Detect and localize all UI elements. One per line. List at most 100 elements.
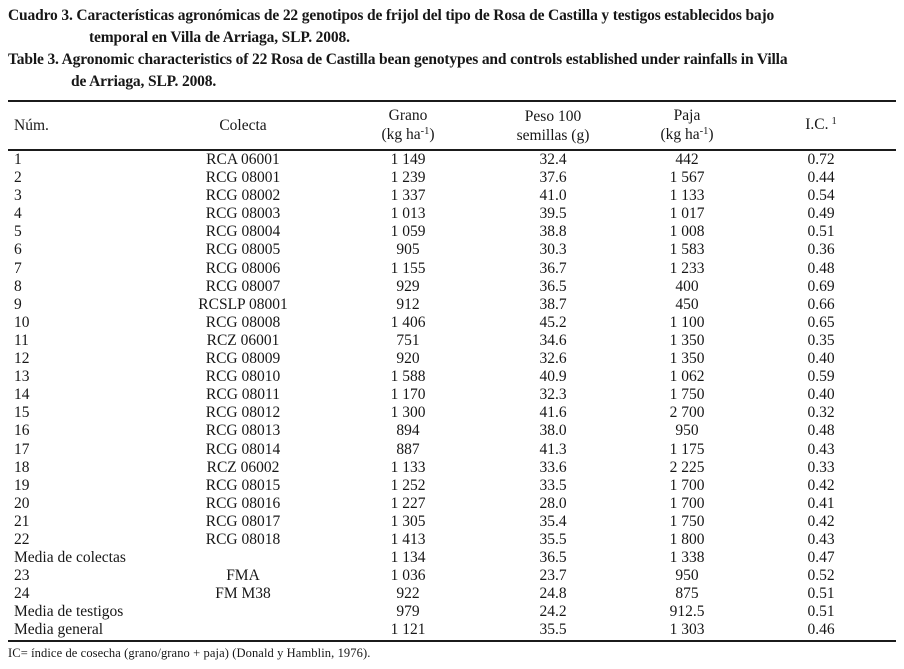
header-ic: I.C. 1 (746, 101, 896, 150)
cell-paja: 2 700 (669, 404, 705, 422)
cell-num: 21 (14, 512, 30, 530)
cell-colecta: RCG 08016 (205, 494, 281, 512)
cell-grano: 894 (396, 422, 420, 440)
cell-num: 18 (14, 458, 30, 476)
cell-grano: 1 036 (390, 567, 426, 585)
cell-ic: 0.43 (807, 530, 835, 548)
table-row: 15 RCG 08012 1 300 41.6 2 700 0.32 (8, 404, 896, 422)
table-row: 13 RCG 08010 1 588 40.9 1 062 0.59 (8, 368, 896, 386)
cell-ic: 0.54 (807, 187, 835, 205)
cell-paja: 1 233 (669, 259, 705, 277)
cell-ic: 0.40 (807, 386, 835, 404)
cell-paja: 1 750 (669, 512, 705, 530)
header-grano-unit-sup: -1 (420, 125, 430, 137)
header-colecta: Colecta (148, 101, 338, 150)
cell-ic: 0.51 (807, 223, 835, 241)
cell-colecta: RCG 08013 (205, 422, 281, 440)
table-row: 21 RCG 08017 1 305 35.4 1 750 0.42 (8, 513, 896, 531)
cell-num: 19 (14, 476, 30, 494)
cell-paja: 400 (675, 277, 699, 295)
cell-paja: 1 303 (669, 621, 705, 639)
header-grano-label: Grano (388, 106, 428, 124)
cell-colecta: RCA 06001 (206, 151, 280, 168)
cell-peso: 35.5 (539, 530, 567, 548)
cell-colecta: FM M38 (215, 585, 271, 603)
cell-ic: 0.44 (807, 169, 835, 187)
table-row: 19 RCG 08015 1 252 33.5 1 700 0.42 (8, 477, 896, 495)
cell-ic: 0.33 (807, 458, 835, 476)
cell-colecta: RCG 08006 (205, 259, 281, 277)
cell-grano: 1 300 (390, 404, 426, 422)
cell-ic: 0.32 (807, 404, 835, 422)
cell-peso: 37.6 (539, 169, 567, 187)
cell-ic: 0.42 (807, 476, 835, 494)
cell-paja: 1 017 (669, 205, 705, 223)
table-row: 24 FM M38 922 24.8 875 0.51 (8, 585, 896, 603)
cell-colecta: RCG 08018 (205, 530, 281, 548)
table-row: 12 RCG 08009 920 32.6 1 350 0.40 (8, 350, 896, 368)
cell-num: 13 (14, 368, 30, 386)
cell-colecta (148, 603, 338, 621)
cell-peso: 30.3 (539, 241, 567, 259)
cell-peso: 40.9 (539, 368, 567, 386)
cell-grano: 1 133 (390, 458, 426, 476)
cell-grano: 1 239 (390, 169, 426, 187)
header-row: Núm. Colecta Grano (kg ha-1) Peso 100 se… (8, 101, 896, 150)
header-peso-label: Peso 100 (524, 107, 582, 125)
cell-paja: 1 008 (669, 223, 705, 241)
cell-paja: 2 225 (669, 458, 705, 476)
cell-num: 3 (14, 187, 22, 205)
cell-num: 22 (14, 530, 30, 548)
table-row: 8 RCG 08007 929 36.5 400 0.69 (8, 278, 896, 296)
table-row: 23 FMA 1 036 23.7 950 0.52 (8, 567, 896, 585)
cell-ic: 0.40 (807, 350, 835, 368)
cell-num: Media de colectas (14, 549, 126, 567)
cell-grano: 979 (396, 603, 420, 621)
cell-ic: 0.51 (807, 585, 835, 603)
cell-grano: 1 305 (390, 512, 426, 530)
cell-peso: 35.4 (539, 512, 567, 530)
caption-es-line1: Cuadro 3. Características agronómicas de… (8, 7, 775, 24)
agronomic-characteristics-table: Núm. Colecta Grano (kg ha-1) Peso 100 se… (8, 100, 896, 642)
cell-peso: 34.6 (539, 331, 567, 349)
table-row: 3 RCG 08002 1 337 41.0 1 133 0.54 (8, 187, 896, 205)
cell-colecta (148, 621, 338, 640)
table-row: 18 RCZ 06002 1 133 33.6 2 225 0.33 (8, 459, 896, 477)
cell-peso: 39.5 (539, 205, 567, 223)
cell-colecta: RCZ 06002 (206, 458, 280, 476)
cell-ic: 0.47 (807, 549, 835, 567)
table-row: 11 RCZ 06001 751 34.6 1 350 0.35 (8, 332, 896, 350)
table-row: 1 RCA 06001 1 149 32.4 442 0.72 (8, 150, 896, 169)
cell-grano: 905 (396, 241, 420, 259)
table-row: 5 RCG 08004 1 059 38.8 1 008 0.51 (8, 223, 896, 241)
header-grano-unit-pre: (kg ha (381, 125, 421, 143)
cell-colecta: RCG 08002 (205, 187, 281, 205)
header-paja-unit-sup: -1 (699, 125, 709, 137)
header-paja: Paja (kg ha-1) (628, 101, 746, 150)
header-num-label: Núm. (14, 117, 49, 134)
header-ic-superscript: 1 (831, 116, 837, 127)
cell-grano: 1 337 (390, 187, 426, 205)
cell-colecta: RCG 08014 (205, 440, 281, 458)
cell-ic: 0.66 (807, 295, 835, 313)
cell-paja: 1 800 (669, 530, 705, 548)
cell-num: Media general (14, 621, 104, 639)
cell-peso: 36.5 (539, 549, 567, 567)
cell-peso: 33.6 (539, 458, 567, 476)
cell-colecta: FMA (226, 567, 260, 585)
cell-num: 23 (14, 567, 30, 585)
cell-grano: 751 (396, 331, 420, 349)
cell-paja: 1 583 (669, 241, 705, 259)
header-ic-label: I.C. (805, 116, 829, 133)
cell-num: Media de testigos (14, 603, 124, 621)
summary-row: Media de colectas 1 134 36.5 1 338 0.47 (8, 549, 896, 567)
cell-peso: 36.5 (539, 277, 567, 295)
header-peso-unit: semillas (g) (516, 126, 590, 144)
header-paja-unit: (kg ha-1) (628, 125, 746, 146)
table-row: 9 RCSLP 08001 912 38.7 450 0.66 (8, 296, 896, 314)
cell-peso: 38.7 (539, 295, 567, 313)
header-grano: Grano (kg ha-1) (338, 101, 478, 150)
table-row: 14 RCG 08011 1 170 32.3 1 750 0.40 (8, 386, 896, 404)
cell-paja: 1 750 (669, 386, 705, 404)
